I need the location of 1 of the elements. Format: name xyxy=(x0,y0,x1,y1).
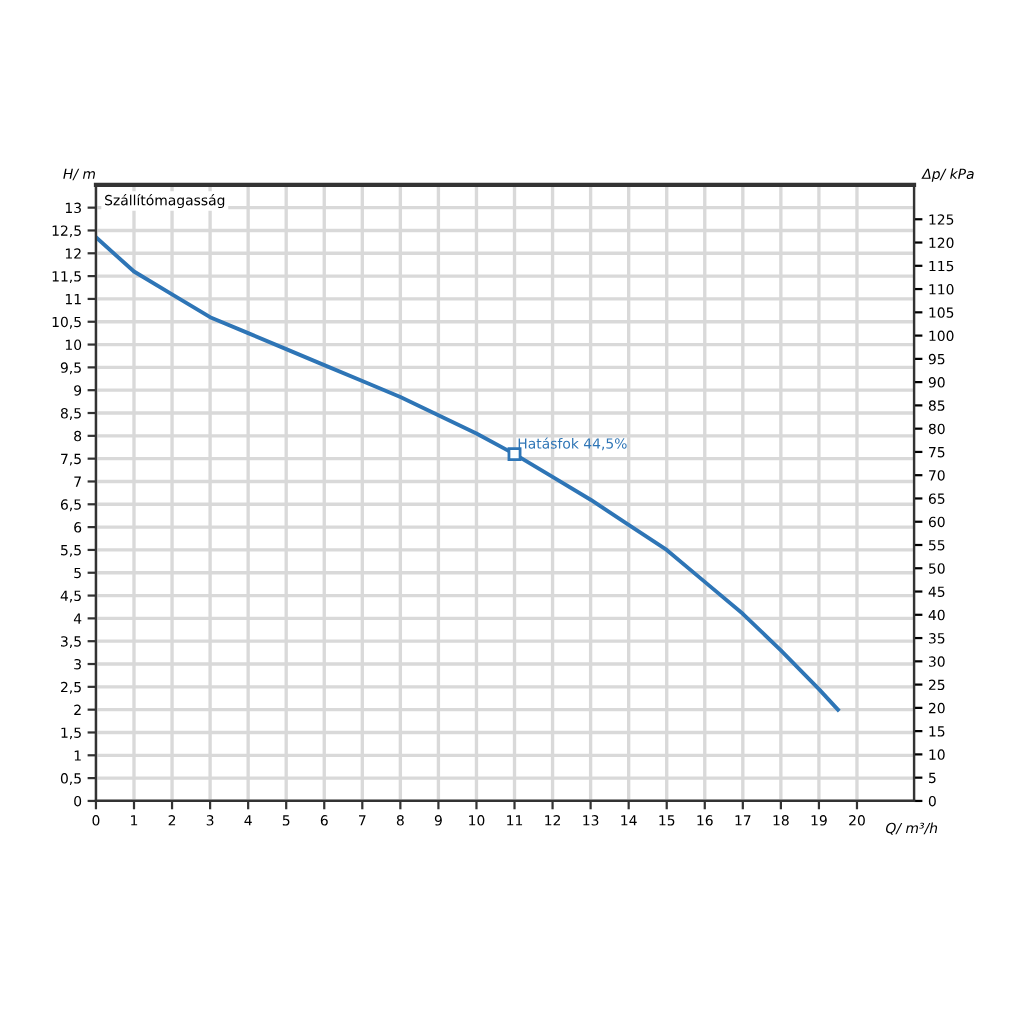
line-series xyxy=(95,235,840,712)
